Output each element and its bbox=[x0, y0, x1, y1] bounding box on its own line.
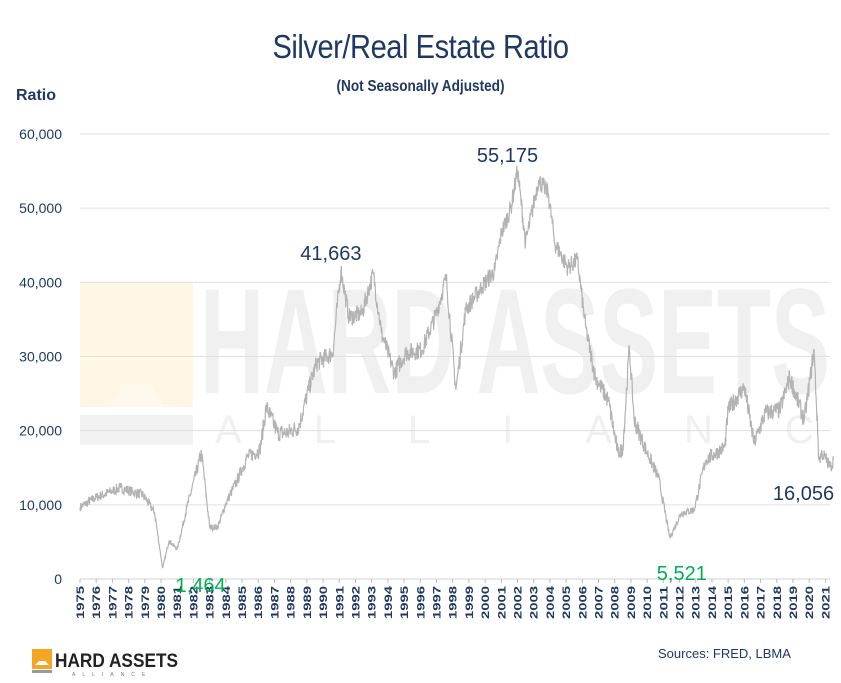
x-tick-label: 1986 bbox=[253, 586, 265, 619]
x-tick-label: 2011 bbox=[658, 586, 670, 619]
x-tick-label: 2016 bbox=[739, 586, 751, 619]
chart-subtitle: (Not Seasonally Adjusted) bbox=[336, 78, 505, 95]
x-tick-label: 2015 bbox=[723, 586, 735, 619]
x-tick-label: 1984 bbox=[221, 585, 233, 619]
x-tick-label: 1990 bbox=[318, 586, 330, 619]
x-tick-label: 1997 bbox=[431, 586, 443, 619]
y-tick-label: 60,000 bbox=[19, 126, 62, 142]
watermark-logo-bar bbox=[80, 415, 193, 445]
logo-subtext: ALLIANCE bbox=[72, 672, 152, 677]
y-tick-label: 10,000 bbox=[19, 497, 62, 513]
data-label: 1,464 bbox=[176, 575, 226, 597]
x-tick-label: 1976 bbox=[91, 586, 103, 619]
hard-assets-logo: HARD ASSETS ALLIANCE bbox=[32, 649, 178, 677]
y-axis-label: Ratio bbox=[16, 87, 56, 104]
data-label: 16,056 bbox=[773, 483, 834, 505]
x-tick-label: 1999 bbox=[464, 586, 476, 619]
x-tick-label: 2010 bbox=[642, 586, 654, 619]
x-tick-label: 1978 bbox=[124, 586, 136, 619]
x-tick-label: 1989 bbox=[302, 586, 314, 619]
y-tick-label: 40,000 bbox=[19, 274, 62, 290]
x-tick-label: 2004 bbox=[545, 585, 557, 619]
x-tick-label: 2009 bbox=[626, 586, 638, 619]
x-tick-label: 2018 bbox=[772, 586, 784, 619]
y-tick-label: 0 bbox=[54, 571, 62, 587]
x-tick-label: 2000 bbox=[480, 586, 492, 619]
x-tick-label: 1975 bbox=[75, 586, 87, 619]
source-note: Sources: FRED, LBMA bbox=[658, 646, 791, 661]
x-tick-label: 1977 bbox=[107, 586, 119, 619]
x-tick-label: 1982 bbox=[188, 586, 200, 619]
x-tick-label: 1981 bbox=[172, 586, 184, 619]
y-tick-label: 20,000 bbox=[19, 423, 62, 439]
y-tick-label: 50,000 bbox=[19, 200, 62, 216]
x-tick-label: 2003 bbox=[529, 586, 541, 619]
x-tick-label: 1993 bbox=[367, 586, 379, 619]
y-tick-label: 30,000 bbox=[19, 349, 62, 365]
x-tick-label: 1979 bbox=[140, 586, 152, 619]
logo-icon bbox=[32, 649, 52, 669]
x-tick-label: 1987 bbox=[269, 586, 281, 619]
x-tick-label: 1988 bbox=[286, 586, 298, 619]
x-tick-label: 2013 bbox=[691, 586, 703, 619]
logo-text: HARD ASSETS bbox=[55, 651, 178, 672]
x-tick-label: 2014 bbox=[707, 585, 719, 619]
x-tick-label: 1991 bbox=[334, 586, 346, 619]
x-tick-label: 2007 bbox=[594, 586, 606, 619]
chart-title: Silver/Real Estate Ratio bbox=[272, 28, 569, 65]
data-label: 5,521 bbox=[657, 563, 707, 585]
x-tick-label: 1985 bbox=[237, 586, 249, 619]
x-tick-label: 1998 bbox=[448, 586, 460, 619]
series-line bbox=[79, 165, 835, 569]
x-tick-label: 2017 bbox=[756, 586, 768, 619]
x-tick-label: 1992 bbox=[350, 586, 362, 619]
x-tick-label: 1980 bbox=[156, 586, 168, 619]
x-tick-label: 2012 bbox=[675, 586, 687, 619]
watermark-logo-icon bbox=[80, 282, 193, 407]
x-tick-label: 2020 bbox=[804, 586, 816, 619]
x-tick-label: 2006 bbox=[577, 586, 589, 619]
x-tick-label: 2008 bbox=[610, 586, 622, 619]
data-label: 41,663 bbox=[300, 243, 361, 265]
x-tick-label: 1996 bbox=[415, 586, 427, 619]
x-tick-label: 1994 bbox=[383, 585, 395, 619]
x-tick-label: 2001 bbox=[496, 586, 508, 619]
x-tick-label: 2019 bbox=[788, 586, 800, 619]
data-label: 55,175 bbox=[477, 145, 538, 167]
x-tick-label: 1983 bbox=[205, 586, 217, 619]
x-tick-label: 2005 bbox=[561, 586, 573, 619]
x-tick-label: 2002 bbox=[513, 586, 525, 619]
watermark-subtext: ALLIANCE bbox=[215, 408, 841, 452]
x-tick-label: 2021 bbox=[820, 586, 832, 619]
x-tick-label: 1995 bbox=[399, 586, 411, 619]
